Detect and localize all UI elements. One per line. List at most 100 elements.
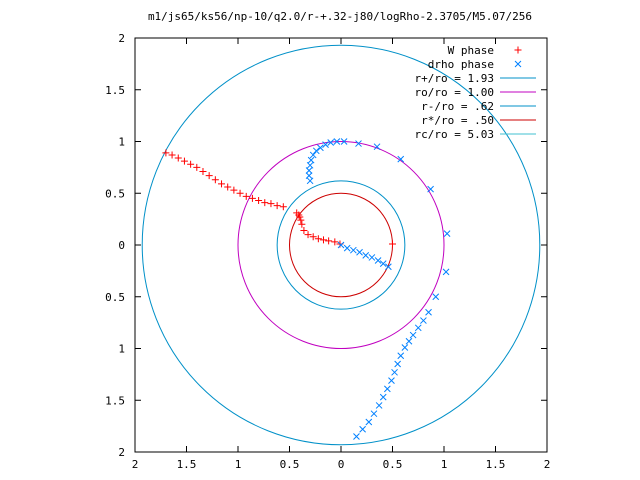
y-tick-label: 1.5 (105, 84, 125, 97)
y-tick-label: 1.5 (105, 394, 125, 407)
radius-circle (141, 44, 541, 446)
w-phase-point (205, 172, 213, 180)
y-tick-label: 0 (118, 239, 125, 252)
x-tick-label: 0 (338, 458, 345, 471)
w-phase-point (261, 199, 269, 207)
x-tick-label: 0.5 (383, 458, 403, 471)
x-tick-label: 1.5 (486, 458, 506, 471)
drho-phase-point (397, 155, 405, 163)
w-phase-point (309, 233, 317, 241)
drho-phase-point (397, 352, 405, 360)
w-phase-point (174, 154, 182, 162)
drho-phase-point (443, 230, 451, 237)
drho-phase-point (401, 344, 409, 351)
drho-phase-point (350, 246, 357, 254)
w-phase-point (273, 202, 281, 210)
w-phase-point (187, 160, 195, 168)
drho-phase-point (305, 167, 313, 174)
drho-phase-point (305, 172, 313, 180)
w-phase-point (319, 236, 327, 244)
drho-phase-point (317, 144, 324, 152)
w-phase-point (211, 176, 219, 184)
drho-phase-point (427, 185, 434, 193)
drho-phase-point (337, 241, 345, 249)
drho-phase-point (306, 161, 314, 169)
x-tick-label: 1 (441, 458, 448, 471)
legend-label: drho phase (428, 58, 494, 71)
drho-phase-point (425, 308, 432, 316)
drho-phase-point (394, 360, 402, 368)
drho-phase-point (383, 385, 391, 393)
x-tick-label: 1 (235, 458, 242, 471)
drho-phase-point (322, 141, 329, 148)
legend-label: r*/ro = .50 (421, 114, 494, 127)
drho-phase-point (374, 257, 382, 264)
w-phase-point (193, 163, 201, 171)
y-tick-label: 0.5 (105, 187, 125, 200)
w-phase-point (218, 180, 226, 188)
w-phase-point (180, 157, 188, 165)
drho-phase-point (327, 139, 335, 146)
drho-phase-point (379, 393, 387, 401)
drho-phase-point (306, 177, 314, 185)
drho-phase-point (309, 151, 317, 159)
drho-phase-point (385, 263, 392, 271)
w-phase-point (331, 238, 339, 246)
w-phase-point (304, 231, 312, 239)
y-tick-label: 0.5 (105, 291, 125, 304)
legend-label: r+/ro = 1.93 (415, 72, 494, 85)
w-phase-point (255, 196, 263, 204)
radius-circle (276, 180, 406, 310)
w-phase-point (224, 183, 232, 191)
w-phase-point (236, 189, 244, 197)
w-phase-point (389, 240, 396, 248)
drho-phase-point (333, 138, 341, 145)
drho-phase-point (391, 368, 398, 376)
data-marks (162, 138, 451, 440)
axis-ticks: 2 1.5 1 0.5 0 0.5 1 1.5 221.510.500.511.52 (105, 32, 550, 471)
drho-phase-point (312, 147, 320, 155)
drho-phase-point (379, 260, 387, 267)
drho-phase-point (353, 433, 360, 440)
y-tick-label: 1 (118, 136, 125, 149)
drho-phase-point (420, 317, 427, 324)
drho-phase-point (375, 402, 383, 409)
w-phase-point (298, 220, 306, 228)
radius-circles (141, 44, 541, 446)
w-phase-point (199, 168, 207, 176)
drho-phase-point (356, 248, 363, 256)
drho-phase-point (359, 425, 366, 433)
x-tick-label: 0.5 (280, 458, 300, 471)
w-phase-point (168, 151, 176, 159)
drho-phase-point (355, 140, 362, 147)
drho-phase-point (370, 410, 378, 418)
w-phase-point (300, 227, 308, 235)
w-phase-point (267, 200, 275, 208)
drho-phase-point (365, 418, 373, 426)
w-phase-point (296, 213, 304, 221)
drho-phase-point (307, 156, 315, 164)
w-phase-point (248, 194, 256, 202)
x-tick-label: 1.5 (177, 458, 197, 471)
drho-phase-point (388, 377, 395, 384)
radius-circle (237, 141, 445, 349)
w-phase-point (230, 186, 238, 194)
x-tick-label: 2 (132, 458, 139, 471)
legend-label: W phase (448, 44, 494, 57)
w-phase-point (314, 235, 322, 243)
w-phase-point (242, 192, 250, 200)
legend-swatch (514, 46, 522, 54)
drho-phase-point (414, 324, 422, 332)
y-tick-label: 2 (118, 446, 125, 459)
drho-phase-point (373, 143, 381, 151)
drho-phase-point (343, 244, 351, 252)
y-tick-label: 1 (118, 343, 125, 356)
chart-title: m1/js65/ks56/np-10/q2.0/r-+.32-j80/logRh… (148, 10, 532, 23)
drho-phase-point (362, 251, 370, 259)
legend-label: rc/ro = 5.03 (415, 128, 494, 141)
drho-phase-point (368, 254, 376, 261)
drho-phase-point (340, 138, 348, 145)
legend-swatch (514, 60, 522, 68)
legend-label: ro/ro = 1.00 (415, 86, 494, 99)
